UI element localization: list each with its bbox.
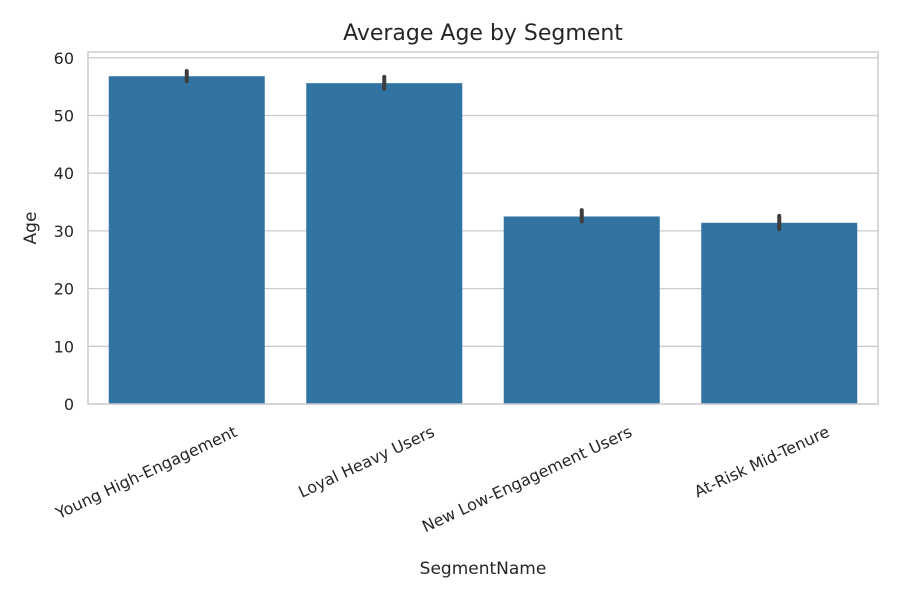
y-tick-label: 20 xyxy=(54,280,74,299)
chart-title: Average Age by Segment xyxy=(343,21,623,46)
y-tick-label: 50 xyxy=(54,106,74,125)
error-bars xyxy=(184,69,782,232)
x-tick-labels: Young High-Engagement Loyal Heavy UsersNe… xyxy=(52,422,832,536)
y-axis-label: Age xyxy=(21,212,41,245)
x-tick-label: At-Risk Mid-Tenure xyxy=(691,422,832,501)
y-tick-label: 30 xyxy=(54,222,74,241)
x-tick-label: Young High-Engagement xyxy=(52,422,240,523)
y-tick-label: 60 xyxy=(54,49,74,68)
bar xyxy=(503,216,660,404)
bar xyxy=(108,76,265,404)
plot-frame xyxy=(87,51,879,405)
bar xyxy=(701,222,858,404)
y-tick-label: 10 xyxy=(54,337,74,356)
bar xyxy=(306,83,463,405)
bars xyxy=(108,76,858,405)
x-tick-label: New Low-Engagement Users xyxy=(419,422,635,536)
x-tick-label: Loyal Heavy Users xyxy=(295,422,437,502)
y-tick-labels: 0 10 20 30 40 50 60 xyxy=(54,49,74,414)
y-tick-label: 40 xyxy=(54,164,74,183)
x-axis-label: SegmentName xyxy=(420,559,547,579)
y-tick-label: 0 xyxy=(64,395,74,414)
